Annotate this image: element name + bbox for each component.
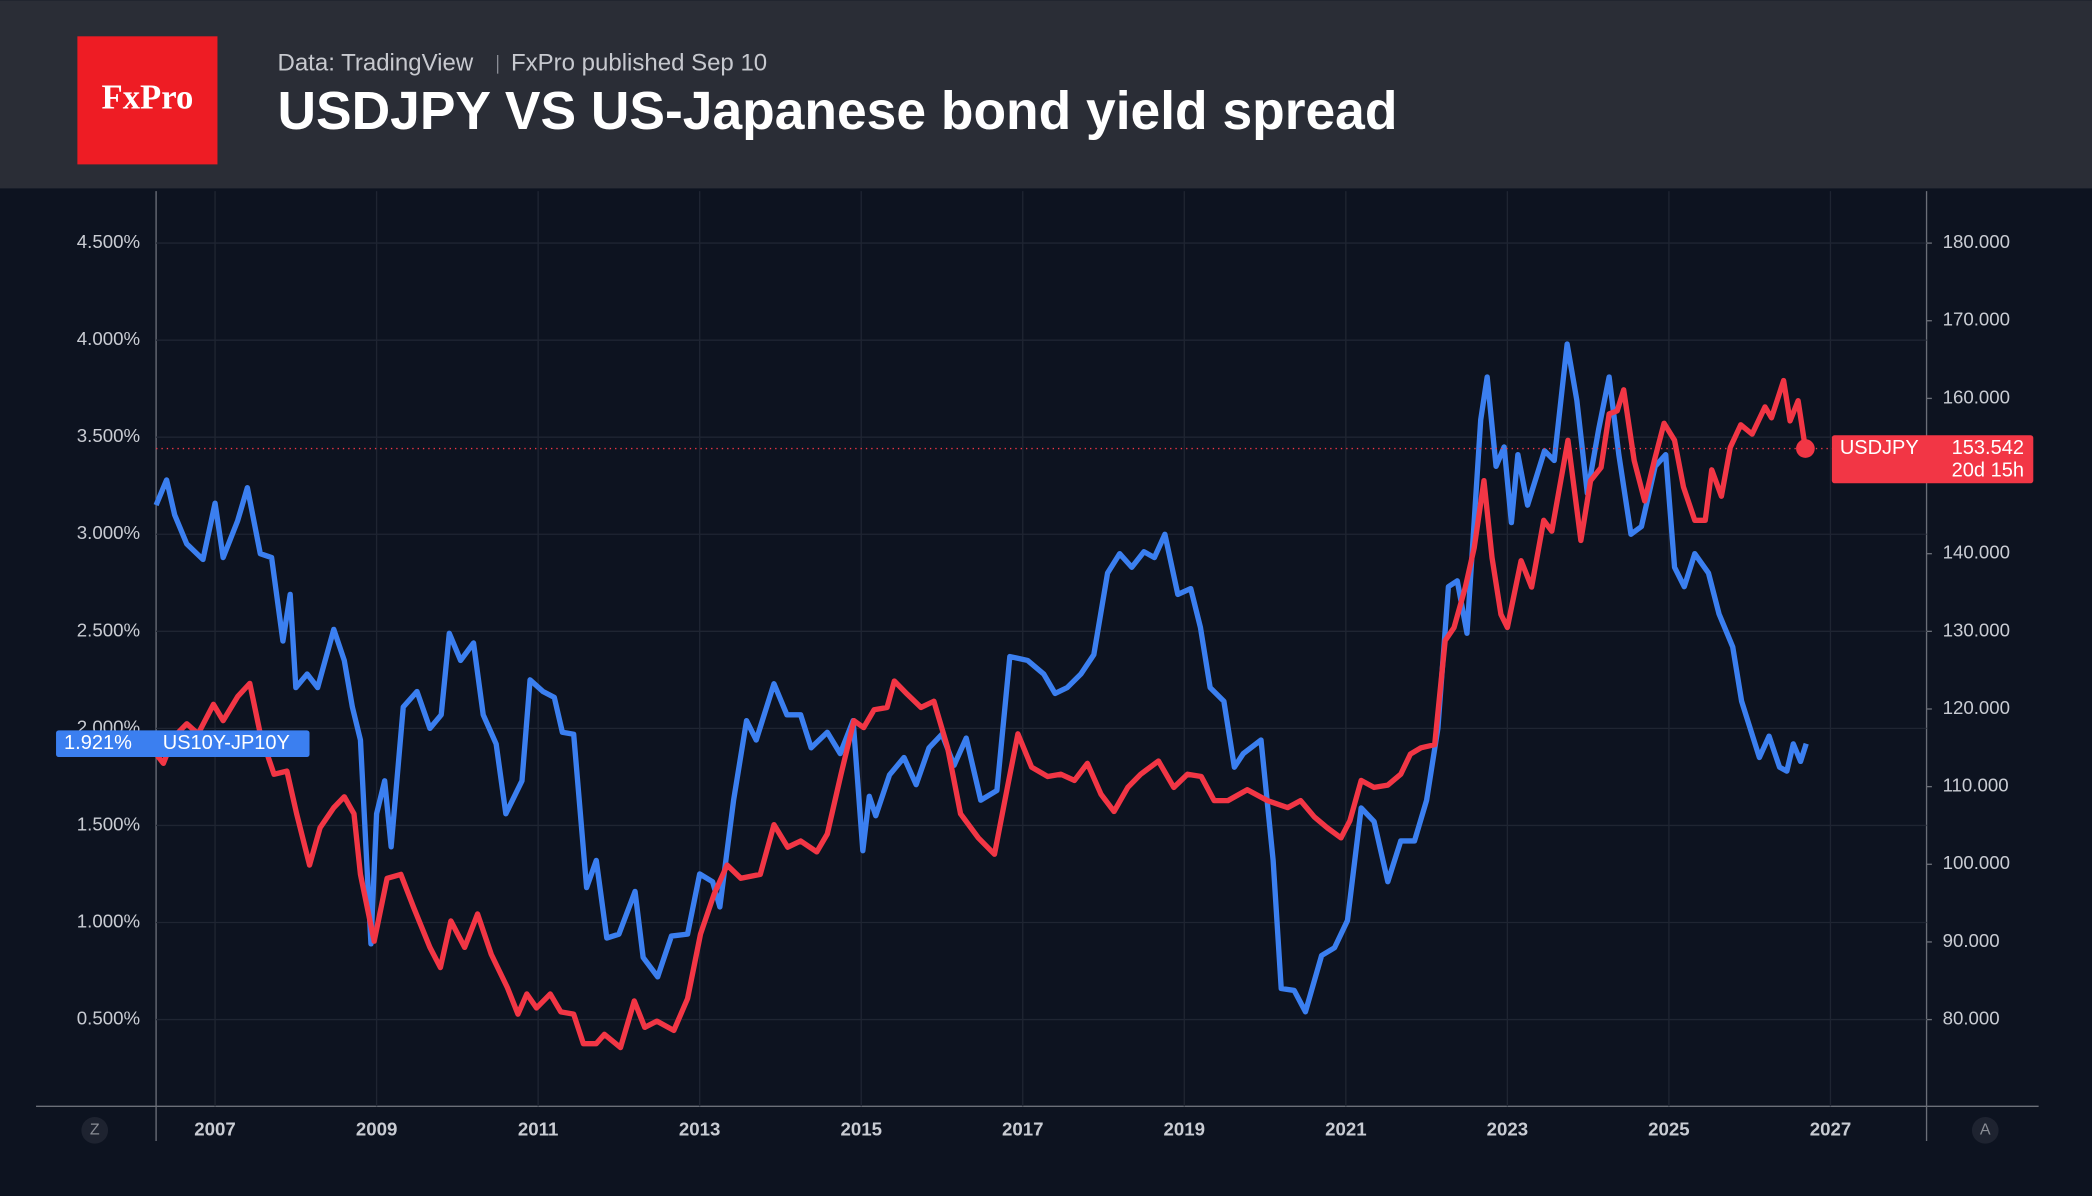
logo: FxPro — [102, 77, 194, 116]
y2-tick-label: 100.000 — [1943, 852, 2010, 873]
badge-value: 153.542 — [1952, 437, 2024, 459]
y-tick-label: 0.500% — [77, 1007, 140, 1028]
chart-title: USDJPY VS US-Japanese bond yield spread — [278, 82, 1398, 141]
x-tick-label: 2007 — [194, 1118, 236, 1139]
badge-value: 1.921% — [64, 732, 132, 754]
badge-name: USDJPY — [1840, 437, 1919, 459]
price-badge — [1831, 435, 2034, 484]
logo-box — [77, 36, 218, 165]
y2-tick-label: 140.000 — [1943, 542, 2010, 563]
header-bar — [0, 0, 2092, 189]
y2-tick-label: 90.000 — [1943, 930, 2000, 951]
y-tick-label: 2.500% — [77, 619, 140, 640]
y-tick-label: 1.500% — [77, 813, 140, 834]
series-line — [153, 377, 1809, 1051]
y-tick-label: 4.500% — [77, 231, 140, 252]
corner-button-label[interactable]: A — [1980, 1122, 1991, 1139]
y2-tick-label: 80.000 — [1943, 1008, 2000, 1029]
y-tick-label: 3.500% — [77, 425, 140, 446]
x-tick-label: 2013 — [679, 1118, 721, 1139]
badge-name: US10Y-JP10Y — [163, 732, 290, 754]
y2-tick-label: 180.000 — [1943, 231, 2010, 252]
x-tick-label: 2025 — [1648, 1118, 1690, 1139]
corner-button[interactable] — [81, 1116, 109, 1144]
x-tick-label: 2017 — [1002, 1118, 1044, 1139]
y-tick-label: 3.000% — [77, 522, 140, 543]
value-badge — [56, 730, 310, 758]
x-tick-label: 2019 — [1164, 1118, 1206, 1139]
x-tick-label: 2023 — [1487, 1118, 1529, 1139]
badge-countdown: 20d 15h — [1952, 460, 2024, 482]
y2-tick-label: 110.000 — [1943, 775, 2009, 796]
x-tick-label: 2021 — [1325, 1118, 1367, 1139]
x-tick-label: 2027 — [1810, 1118, 1852, 1139]
source: Data: TradingView — [278, 50, 474, 77]
corner-button[interactable] — [1971, 1116, 1999, 1144]
y2-tick-label: 120.000 — [1943, 697, 2010, 718]
y-tick-label: 4.000% — [77, 328, 140, 349]
x-tick-label: 2015 — [840, 1118, 882, 1139]
published: FxPro published Sep 10 — [511, 50, 767, 77]
y2-tick-label: 170.000 — [1943, 309, 2010, 330]
y2-tick-label: 160.000 — [1943, 386, 2010, 407]
y-tick-label: 1.000% — [77, 910, 140, 931]
x-tick-label: 2009 — [356, 1118, 398, 1139]
y2-tick-label: 130.000 — [1943, 619, 2010, 640]
last-point — [1796, 439, 1815, 458]
corner-button-label[interactable]: Z — [90, 1122, 100, 1139]
series-line — [153, 341, 1809, 1015]
x-tick-label: 2011 — [518, 1118, 558, 1139]
